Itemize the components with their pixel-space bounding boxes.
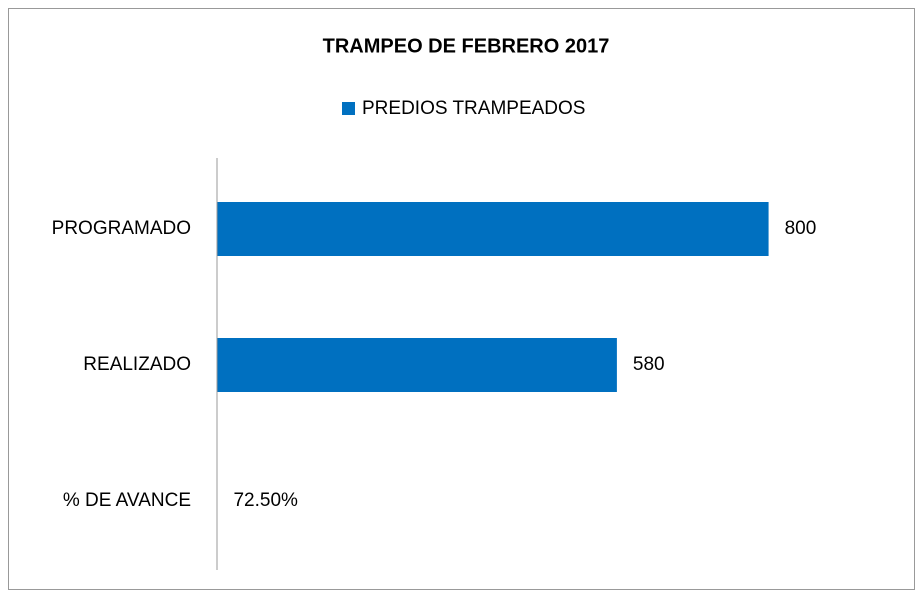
data-label: 580	[633, 354, 665, 375]
legend-swatch	[342, 102, 355, 115]
y-tick-label: PROGRAMADO	[52, 218, 191, 239]
bar	[217, 202, 769, 256]
y-tick-label: REALIZADO	[83, 354, 191, 375]
data-label: 800	[785, 218, 817, 239]
bar	[217, 338, 617, 392]
y-tick-label: % DE AVANCE	[63, 490, 191, 511]
chart-title: TRAMPEO DE FEBRERO 2017	[323, 35, 610, 57]
legend-label: PREDIOS TRAMPEADOS	[362, 98, 585, 119]
data-label: 72.50%	[233, 490, 298, 511]
chart-border	[8, 8, 915, 590]
